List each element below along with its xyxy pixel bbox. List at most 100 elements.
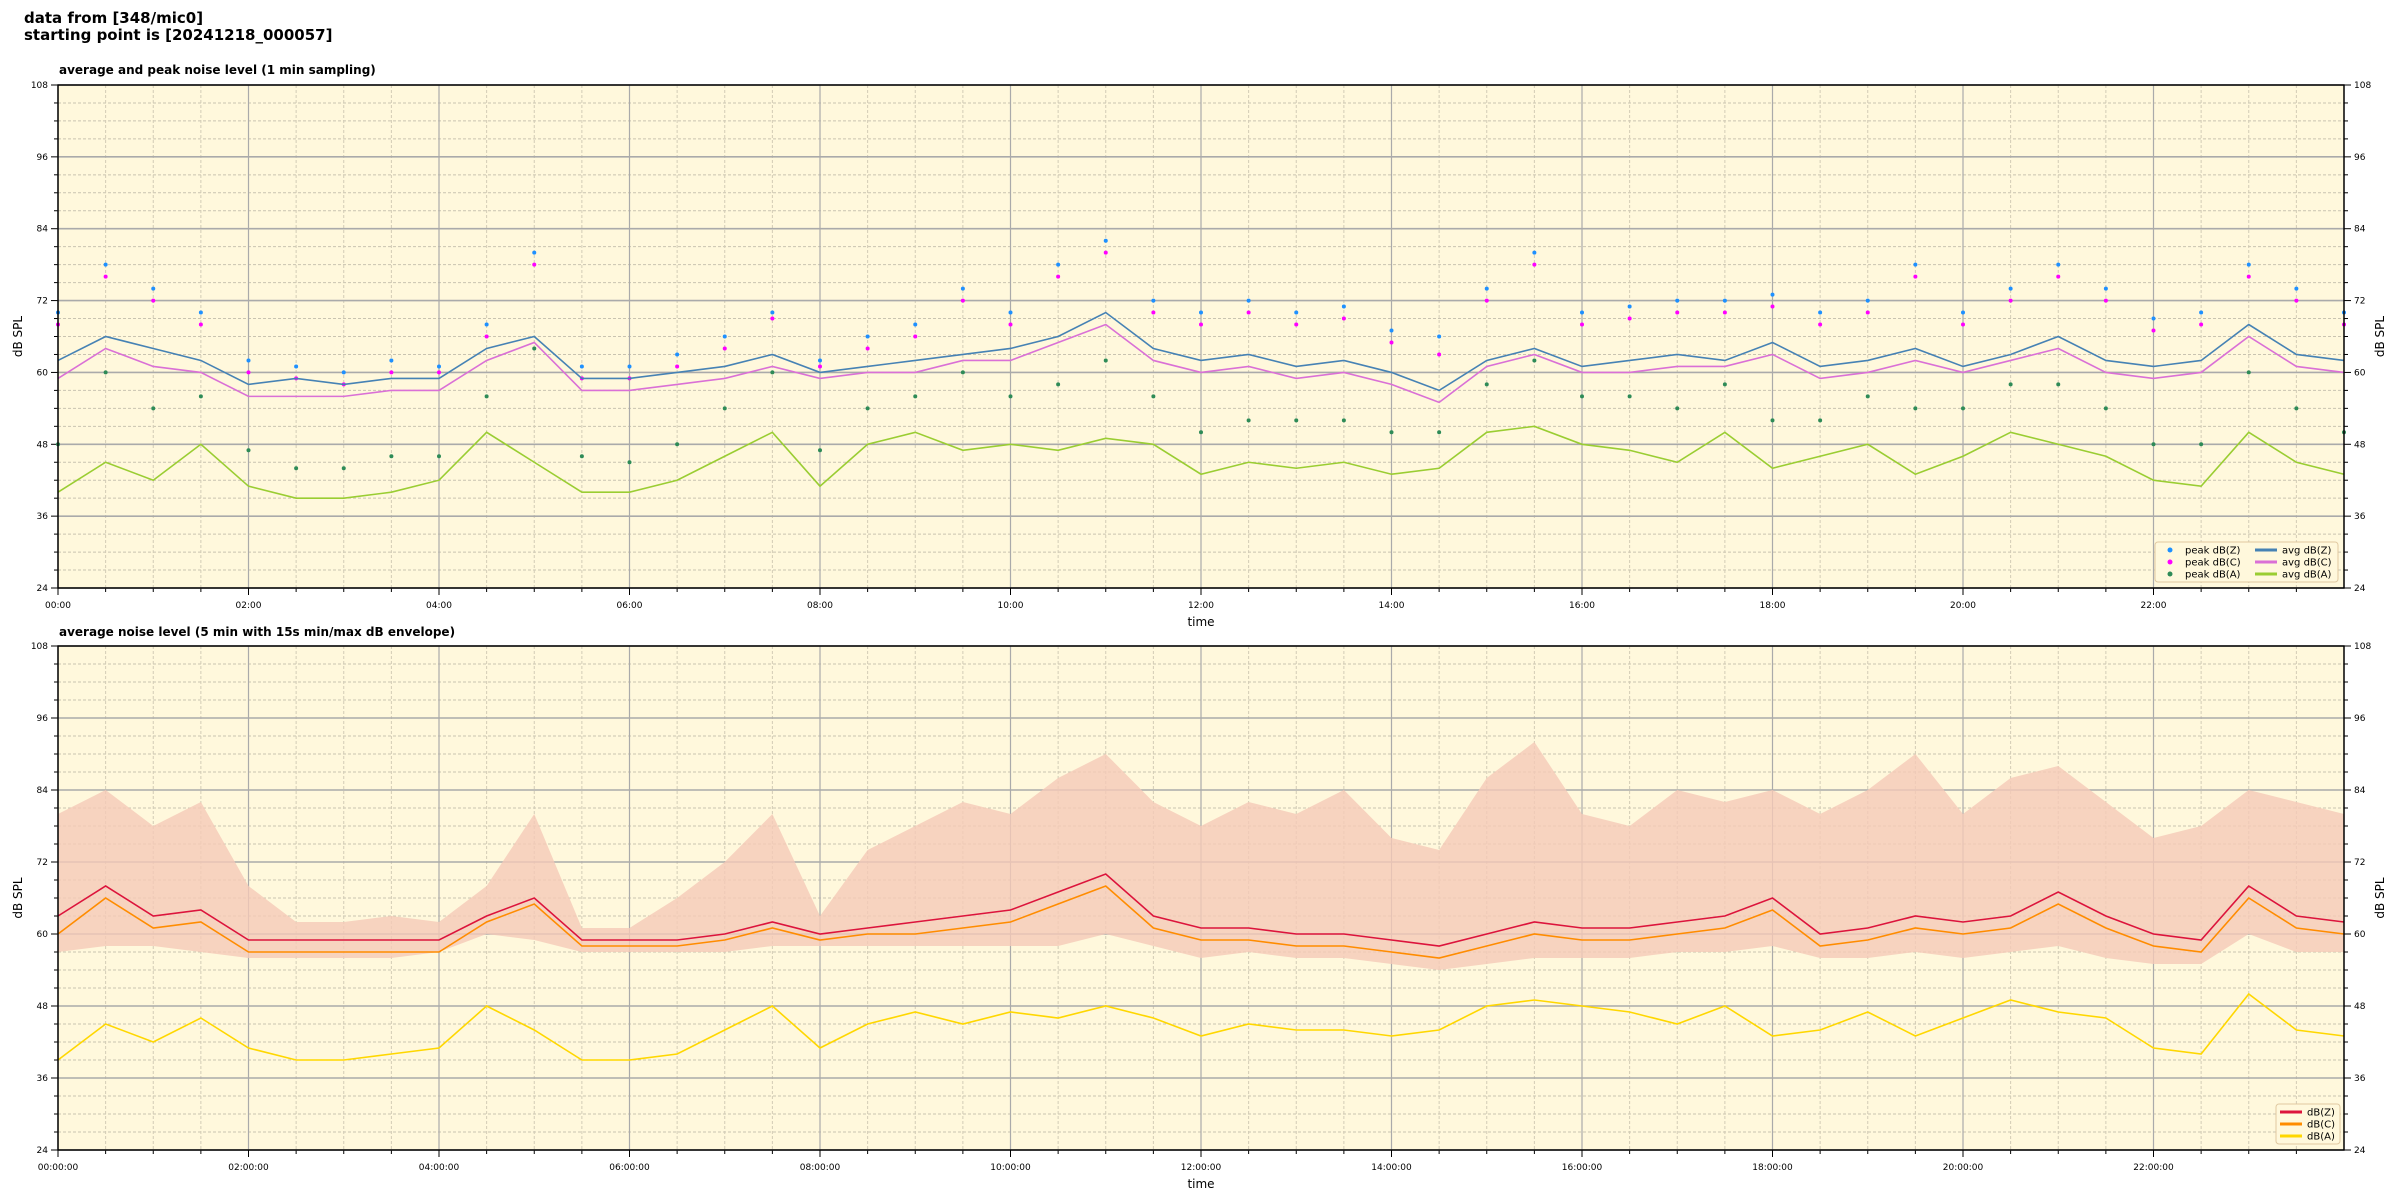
- line-avg-db-c: [57, 323, 2345, 404]
- x-tick-label: 20:00: [1950, 601, 1976, 611]
- point-peak-db-c: [722, 346, 727, 351]
- point-peak-db-c: [1008, 322, 1013, 327]
- point-peak-db-a: [1722, 382, 1727, 387]
- point-peak-db-z: [1532, 250, 1537, 255]
- legend: dB(Z)dB(C)dB(A): [2275, 1103, 2341, 1145]
- x-tick-label: 08:00:00: [800, 1163, 841, 1173]
- y-tick-label-right: 108: [2354, 81, 2371, 91]
- legend-marker: [2167, 547, 2173, 553]
- y-axis-label-right: dB SPL: [2373, 316, 2387, 358]
- point-peak-db-a: [1675, 406, 1680, 411]
- point-peak-db-a: [532, 346, 537, 351]
- point-peak-db-z: [532, 250, 537, 255]
- y-tick-label-left: 36: [37, 512, 49, 522]
- y-tick-label-right: 24: [2354, 1146, 2366, 1156]
- y-tick-label-left: 72: [37, 297, 48, 307]
- point-peak-db-c: [1437, 352, 1442, 357]
- point-peak-db-c: [960, 298, 965, 303]
- point-peak-db-a: [1103, 358, 1108, 363]
- line-db-c: [57, 885, 2345, 959]
- point-peak-db-c: [1865, 310, 1870, 315]
- x-tick-label: 16:00: [1569, 601, 1595, 611]
- y-tick-label-left: 108: [31, 81, 48, 91]
- point-peak-db-a: [1341, 418, 1346, 423]
- y-tick-label-right: 48: [2354, 440, 2366, 450]
- point-peak-db-z: [579, 364, 584, 369]
- y-tick-label-left: 108: [31, 642, 48, 652]
- y-tick-label-right: 72: [2354, 297, 2365, 307]
- point-peak-db-a: [341, 466, 346, 471]
- point-peak-db-a: [2199, 442, 2204, 447]
- point-peak-db-a: [294, 466, 299, 471]
- y-tick-label-left: 84: [37, 225, 49, 235]
- point-peak-db-a: [1532, 358, 1537, 363]
- chart-2-title: average noise level (5 min with 15s min/…: [59, 625, 456, 639]
- x-tick-label: 00:00: [45, 601, 71, 611]
- x-tick-label: 10:00: [998, 601, 1024, 611]
- point-peak-db-c: [2056, 274, 2061, 279]
- point-peak-db-a: [1246, 418, 1251, 423]
- point-peak-db-c: [1532, 262, 1537, 267]
- point-peak-db-a: [770, 370, 775, 375]
- x-axis-label: time: [1187, 1177, 1214, 1191]
- x-tick-label: 02:00:00: [228, 1163, 269, 1173]
- point-peak-db-c: [389, 370, 394, 375]
- point-peak-db-a: [103, 370, 108, 375]
- y-tick-label-left: 48: [37, 1002, 49, 1012]
- point-peak-db-z: [913, 322, 918, 327]
- point-peak-db-z: [1341, 304, 1346, 309]
- point-peak-db-a: [1961, 406, 1965, 411]
- point-peak-db-a: [2294, 406, 2299, 411]
- point-peak-db-z: [2294, 286, 2299, 291]
- x-tick-label: 22:00: [2141, 601, 2167, 611]
- point-peak-db-z: [675, 352, 680, 357]
- line-avg-db-a: [57, 425, 2345, 499]
- point-peak-db-z: [2246, 262, 2251, 267]
- point-peak-db-a: [722, 406, 727, 411]
- x-axis-label: time: [1187, 615, 1214, 629]
- point-peak-db-z: [484, 322, 489, 327]
- point-peak-db-z: [960, 286, 965, 291]
- x-tick-label: 14:00:00: [1371, 1163, 1412, 1173]
- x-tick-label: 10:00:00: [990, 1163, 1031, 1173]
- point-peak-db-c: [1199, 322, 1203, 327]
- x-tick-label: 22:00:00: [2133, 1163, 2174, 1173]
- x-tick-label: 02:00: [236, 601, 262, 611]
- y-axis-label-left: dB SPL: [11, 316, 25, 358]
- y-tick-label-left: 60: [37, 930, 49, 940]
- point-peak-db-a: [818, 448, 822, 453]
- point-peak-db-c: [1341, 316, 1346, 321]
- point-peak-db-a: [389, 454, 394, 459]
- point-peak-db-a: [151, 406, 156, 411]
- point-peak-db-a: [198, 394, 203, 399]
- chart-2: 24 24 36 36 48 48 60 60 72 72 84 84 96 96 108 108 00:00:…: [11, 642, 2387, 1191]
- point-peak-db-z: [2103, 286, 2108, 291]
- point-peak-db-c: [2008, 298, 2013, 303]
- point-peak-db-z: [1199, 310, 1203, 315]
- y-tick-label-left: 48: [37, 440, 49, 450]
- point-peak-db-c: [2294, 298, 2299, 303]
- y-tick-label-left: 72: [37, 858, 48, 868]
- x-tick-label: 08:00: [807, 601, 833, 611]
- point-peak-db-c: [770, 316, 775, 321]
- point-peak-db-a: [1389, 430, 1394, 435]
- point-peak-db-a: [913, 394, 918, 399]
- point-peak-db-c: [913, 334, 918, 339]
- point-peak-db-a: [1199, 430, 1203, 435]
- chart-1-title: average and peak noise level (1 min samp…: [59, 63, 376, 77]
- legend-label: peak dB(Z): [2185, 546, 2241, 557]
- y-tick-label-right: 60: [2354, 930, 2366, 940]
- point-peak-db-z: [818, 358, 822, 363]
- legend-label: dB(Z): [2307, 1108, 2335, 1119]
- point-peak-db-z: [1818, 310, 1823, 315]
- y-tick-label-right: 60: [2354, 368, 2366, 378]
- point-peak-db-a: [484, 394, 489, 399]
- point-peak-db-c: [151, 298, 156, 303]
- point-peak-db-c: [198, 322, 203, 327]
- legend-label: avg dB(A): [2282, 570, 2332, 581]
- point-peak-db-c: [1770, 304, 1775, 309]
- x-tick-label: 14:00: [1379, 601, 1405, 611]
- plot-frame: [57, 84, 2345, 589]
- legend-marker: [2167, 559, 2173, 565]
